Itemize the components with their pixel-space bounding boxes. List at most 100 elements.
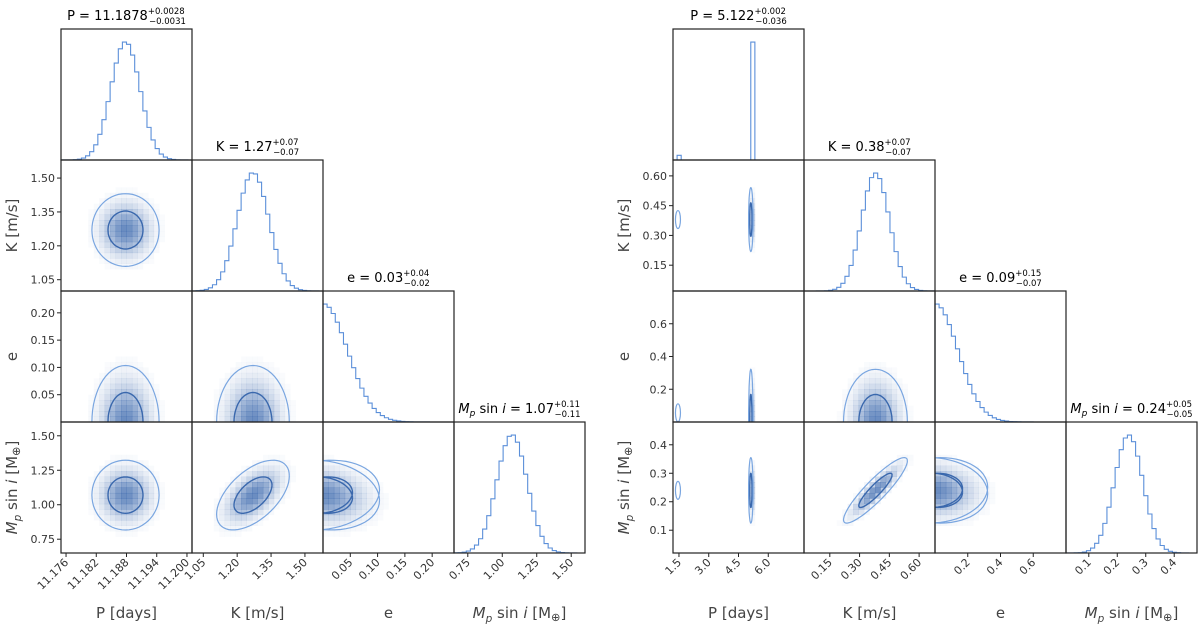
mass-inclination: i	[615, 479, 633, 484]
mass-sin: sin	[615, 484, 633, 515]
xtick-label-e: 0.20	[411, 556, 438, 583]
panel-title-K: K = 1.27+0.07 −0.07	[216, 138, 299, 158]
mass-unit-close: ]	[3, 441, 21, 447]
panel-title-e: e = 0.09+0.15 −0.07	[959, 269, 1042, 289]
mass-sin: sin	[1104, 604, 1135, 622]
xlabel-mass: Mp sin i [M⊕]	[473, 604, 567, 625]
xtick-label-M: 0.2	[1101, 556, 1123, 578]
mass-unit-close: ]	[615, 441, 633, 447]
ytick-label-K: 0.60	[643, 170, 668, 183]
hist-panel-M: Mp sin i = 0.24+0.05 −0.05	[1065, 400, 1198, 554]
mass-subscript: p	[624, 514, 636, 522]
xtick-label-P: 6.0	[752, 556, 774, 578]
scatter-panel-K-vs-P	[672, 159, 805, 292]
title-mass-sin: sin	[475, 402, 502, 417]
xtick-label-P: 1.5	[663, 556, 685, 578]
xtick-label-M: 1.50	[550, 556, 577, 583]
mass-unit-open: [M	[1139, 604, 1163, 622]
scatter-panel-M-vs-P	[60, 421, 193, 554]
xtick-label-M: 0.4	[1158, 556, 1180, 578]
hist-panel-K: K = 1.27+0.07 −0.07	[191, 138, 324, 292]
panel-title-P: P = 11.1878+0.0028 −0.0031	[67, 7, 186, 27]
hist-panel-e: e = 0.03+0.04 −0.02	[322, 269, 455, 423]
xlabel-P: P [days]	[96, 604, 157, 622]
hist-panel-K: K = 0.38+0.07 −0.07	[803, 138, 936, 292]
ytick-label-e: 0.6	[650, 318, 668, 331]
xtick-label-e: 0.15	[383, 556, 410, 583]
title-mass-symbol: M	[458, 402, 469, 417]
mass-symbol: M	[1085, 604, 1098, 622]
mass-unit-open: [M	[3, 456, 21, 480]
title-lower-e: −0.02	[404, 279, 430, 289]
hist-step-M	[1065, 434, 1198, 554]
scatter-panel-e-vs-P	[60, 290, 193, 423]
xtick-label-M: 0.75	[446, 556, 473, 583]
xlabel-e: e	[996, 604, 1005, 622]
xlabel-P: P [days]	[708, 604, 769, 622]
title-lower-M: −0.05	[1167, 410, 1193, 420]
ytick-label-K: 0.45	[643, 200, 668, 213]
panel-title-M: Mp sin i = 1.07+0.11 −0.11	[458, 400, 580, 420]
xtick-label-P: 11.194	[125, 556, 161, 592]
ytick-label-M: 0.4	[650, 439, 668, 452]
hist-panel-P: P = 11.1878+0.0028 −0.0031	[60, 7, 193, 161]
title-upper-P: +0.002	[754, 7, 785, 17]
ytick-label-M: 0.2	[650, 496, 668, 509]
title-upper-K: +0.07	[885, 138, 911, 148]
xlabel-mass: Mp sin i [M⊕]	[1085, 604, 1179, 625]
ytick-label-K: 1.20	[31, 240, 56, 253]
xtick-label-e: 0.05	[329, 556, 356, 583]
xtick-label-M: 1.25	[515, 556, 542, 583]
title-upper-K: +0.07	[273, 138, 299, 148]
xtick-label-P: 11.182	[65, 556, 101, 592]
title-value-P: P = 11.1878	[67, 9, 148, 24]
mass-sin: sin	[492, 604, 523, 622]
xtick-label-e: 0.10	[356, 556, 383, 583]
mass-symbol: M	[473, 604, 486, 622]
mass-unit-open: [M	[527, 604, 551, 622]
ylabel-mass: Mp sin i [M⊕]	[3, 441, 24, 535]
ytick-label-e: 0.2	[650, 383, 668, 396]
scatter-panel-M-vs-K	[191, 421, 324, 554]
hist-step-e	[322, 303, 454, 423]
panel-title-P: P = 5.122+0.002 −0.036	[690, 7, 787, 27]
scatter-panel-e-vs-P	[672, 290, 805, 423]
scatter-panel-e-vs-K	[803, 290, 936, 423]
ytick-label-M: 1.50	[31, 430, 56, 443]
scatter-panel-M-vs-e	[934, 421, 1067, 554]
title-value-e: e = 0.09	[959, 271, 1015, 286]
xtick-label-P: 4.5	[722, 556, 744, 578]
mass-subscript: p	[12, 514, 24, 522]
title-upper-M: +0.05	[1166, 400, 1192, 410]
ylabel-mass: Mp sin i [M⊕]	[615, 441, 636, 535]
xlabel-e: e	[384, 604, 393, 622]
title-upper-e: +0.04	[403, 269, 429, 279]
xtick-label-K: 0.15	[808, 556, 835, 583]
mass-symbol: M	[3, 521, 21, 534]
panel-frame	[672, 421, 805, 554]
mass-unit-close: ]	[560, 604, 566, 622]
xtick-label-K: 1.50	[284, 556, 311, 583]
hist-step-K	[191, 172, 324, 292]
title-mass-inclination: i	[1114, 402, 1118, 417]
title-lower-P: −0.0031	[149, 17, 186, 27]
ytick-label-K: 0.15	[643, 259, 668, 272]
title-mass-symbol: M	[1070, 402, 1081, 417]
mass-sin: sin	[3, 484, 21, 515]
scatter-panel-M-vs-e	[322, 421, 455, 554]
title-mass-subscript: p	[1081, 409, 1088, 419]
hist-step-P	[60, 41, 193, 161]
xtick-label-e: 0.2	[951, 556, 973, 578]
hist-panel-P: P = 5.122+0.002 −0.036	[672, 7, 805, 161]
xtick-label-M: 0.3	[1129, 556, 1151, 578]
xtick-label-P: 3.0	[692, 556, 714, 578]
panel-frame	[672, 159, 805, 292]
mass-unit-open: [M	[615, 456, 633, 480]
hist-frame-e	[322, 290, 455, 423]
mass-symbol: M	[615, 521, 633, 534]
title-value-P: P = 5.122	[690, 9, 754, 24]
xtick-label-K: 1.20	[216, 556, 243, 583]
hist-frame-P	[60, 28, 193, 161]
ylabel-e: e	[615, 352, 633, 361]
